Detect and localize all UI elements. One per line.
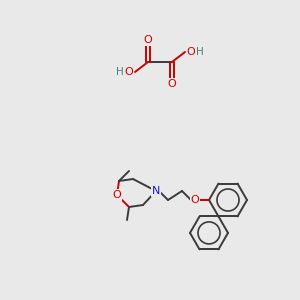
Text: N: N [152, 186, 160, 196]
Text: O: O [187, 47, 195, 57]
Text: O: O [144, 35, 152, 45]
Text: H: H [116, 67, 124, 77]
Text: H: H [196, 47, 204, 57]
Text: O: O [190, 195, 200, 205]
Text: O: O [168, 79, 176, 89]
Text: O: O [112, 190, 122, 200]
Text: O: O [124, 67, 134, 77]
